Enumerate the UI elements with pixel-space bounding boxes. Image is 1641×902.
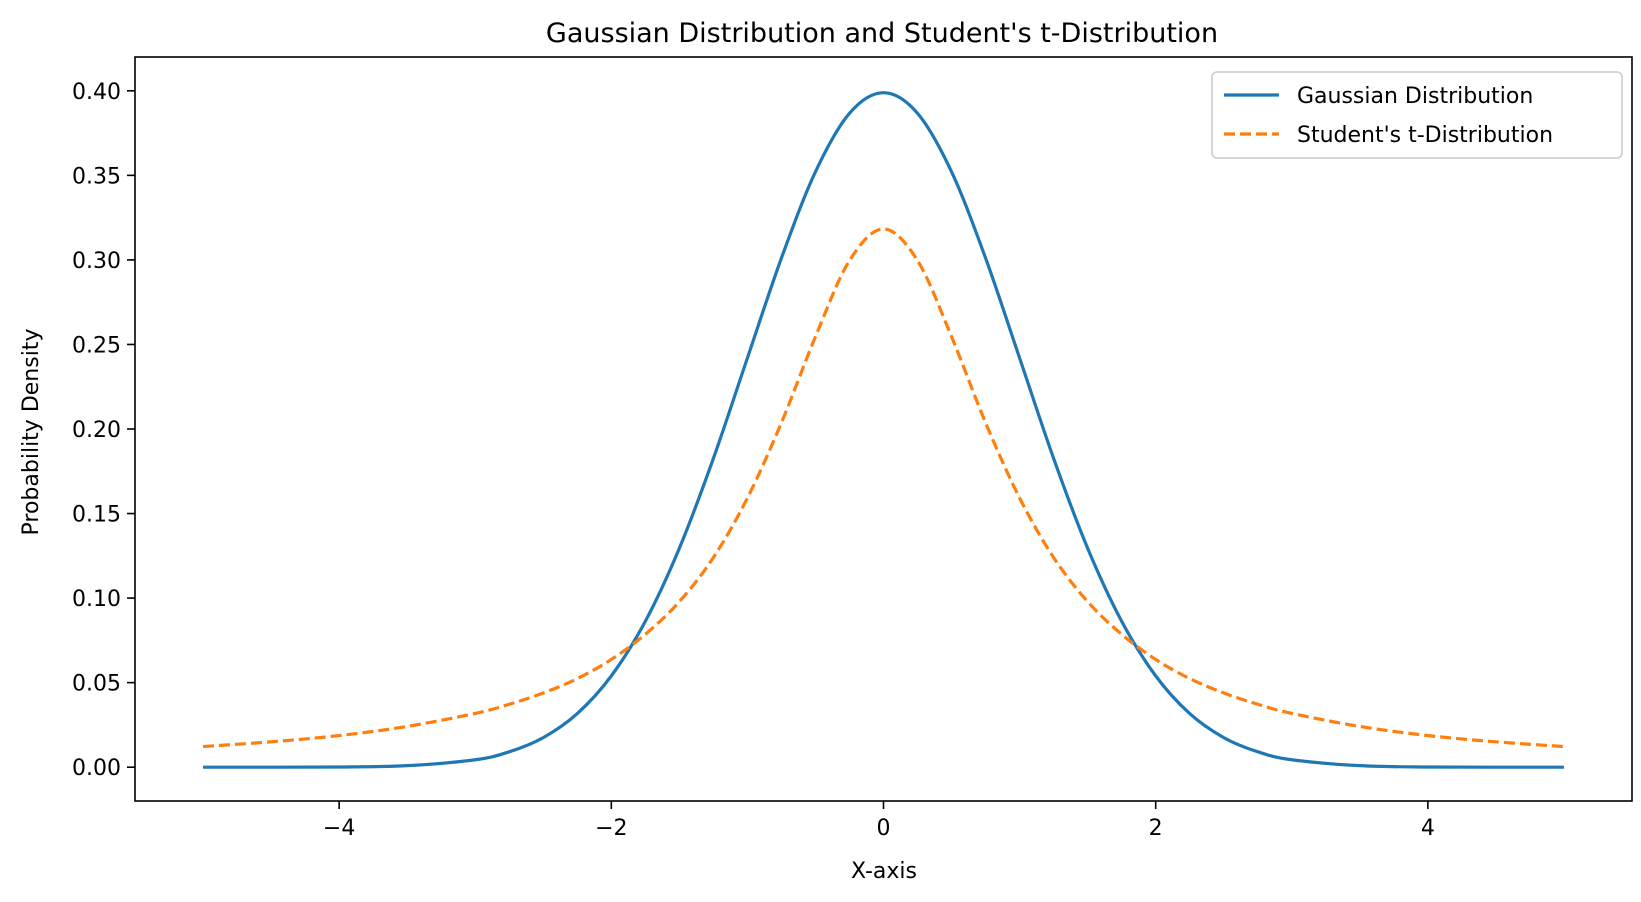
- series-line-0: [203, 91, 1564, 769]
- x-tick-label: 4: [1421, 816, 1435, 841]
- x-tick-label: 0: [877, 816, 891, 841]
- y-tick-label: 0.10: [72, 587, 121, 612]
- y-axis-label: Probability Density: [19, 329, 44, 536]
- plot-area-frame: [134, 56, 1633, 802]
- y-tick-label: 0.25: [72, 333, 121, 358]
- legend-label-0: Gaussian Distribution: [1297, 84, 1533, 109]
- x-tick-label: −2: [595, 816, 627, 841]
- y-tick-label: 0.30: [72, 249, 121, 274]
- plot-lines: [202, 91, 1565, 769]
- x-axis-label: X-axis: [851, 859, 917, 884]
- y-tick-label: 0.35: [72, 164, 121, 189]
- series-line-1: [202, 227, 1565, 749]
- legend: Gaussian Distribution Student's t-Distrib…: [1211, 71, 1623, 159]
- y-tick-label: 0.20: [72, 418, 121, 443]
- axis-ticks: −4 −2 0 2 4 0.00 0.05 0.10 0.15 0.20 0.25 0.30 0.35 0…: [72, 80, 1435, 841]
- y-tick-label: 0.00: [72, 756, 121, 781]
- x-tick-label: −4: [323, 816, 355, 841]
- y-tick-label: 0.15: [72, 503, 121, 528]
- y-tick-label: 0.05: [72, 672, 121, 697]
- chart-title: Gaussian Distribution and Student's t-Di…: [546, 18, 1218, 49]
- y-tick-label: 0.40: [72, 80, 121, 105]
- legend-label-1: Student's t-Distribution: [1297, 123, 1553, 148]
- legend-box: [1211, 71, 1623, 159]
- x-tick-label: 2: [1149, 816, 1163, 841]
